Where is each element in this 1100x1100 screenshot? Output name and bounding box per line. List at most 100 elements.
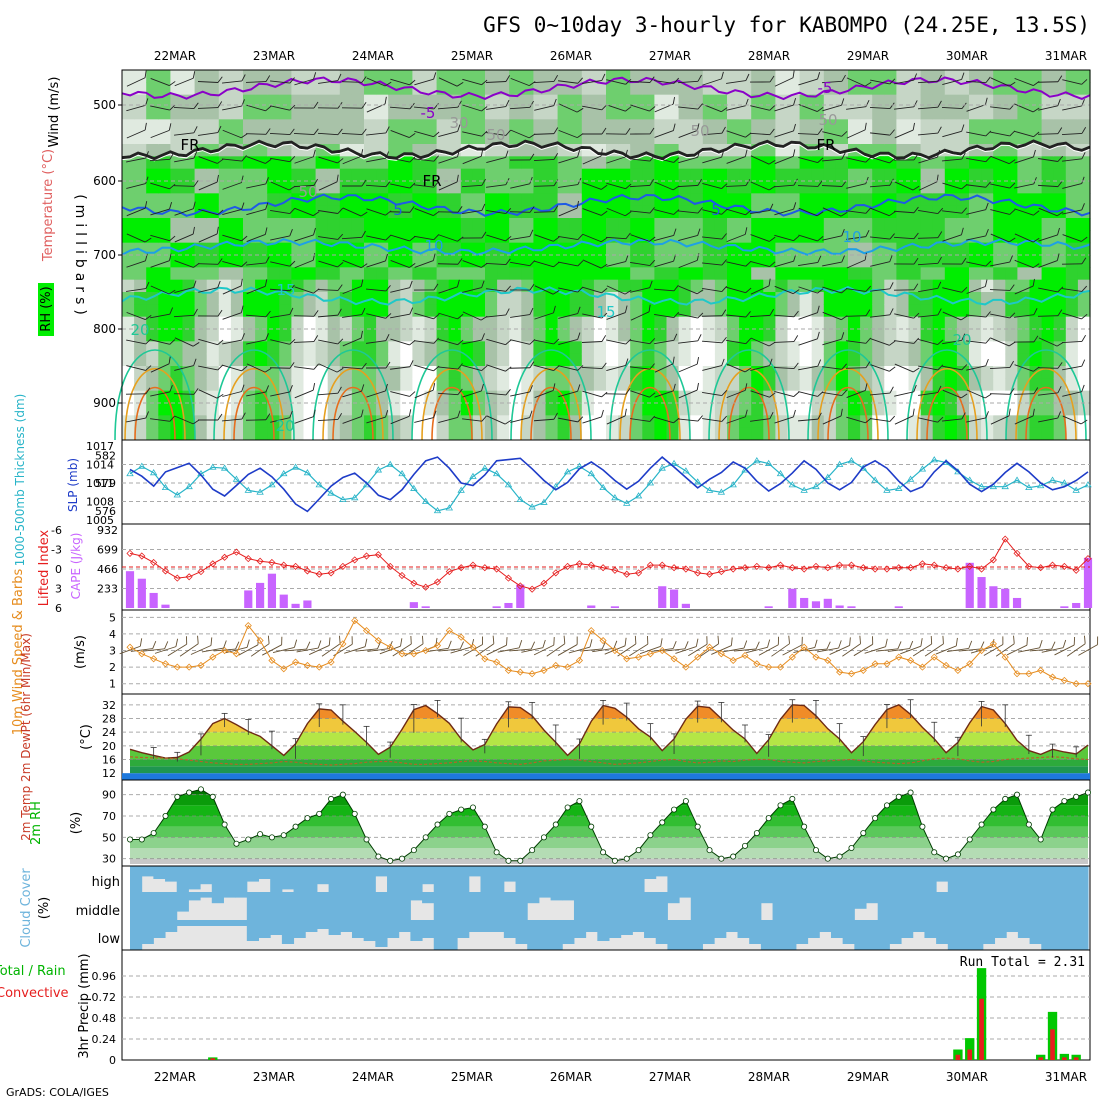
barb-shaft (773, 341, 795, 343)
rh-cell (714, 181, 728, 194)
rh-cell (690, 366, 704, 379)
rh-cell (1041, 156, 1055, 170)
wind-barb (533, 153, 559, 161)
rh-cell (194, 304, 208, 318)
wind-barb (822, 98, 845, 112)
barb-shaft (174, 132, 194, 136)
rh-cell (884, 329, 897, 342)
rh-cell (630, 218, 643, 231)
rh-cell (1029, 205, 1043, 219)
rh-cell (690, 205, 704, 219)
rh-cell (134, 316, 147, 330)
rh-cell (787, 341, 801, 355)
rh-cell (1017, 193, 1031, 207)
rh-marker (954, 851, 961, 858)
barb-flag (144, 237, 152, 243)
rh-cell (593, 279, 607, 293)
rh-marker (540, 834, 547, 841)
rh-cell (654, 378, 668, 392)
rh-cell (400, 230, 413, 244)
barb-shaft (366, 235, 386, 241)
barb-flag (193, 180, 199, 187)
barb-shaft (726, 156, 746, 164)
rh-cell (485, 341, 498, 355)
rh-marker (706, 847, 713, 854)
cape-tick-label: 932 (97, 524, 118, 537)
rh-cell (170, 193, 184, 207)
barb-flag (721, 336, 727, 344)
barb-shaft (294, 366, 314, 370)
rh-cell (969, 119, 982, 133)
rh-cell (956, 292, 970, 305)
barb-shaft (822, 104, 842, 112)
barb-shaft (797, 418, 819, 422)
rh-cell (194, 341, 208, 355)
rh-cell (908, 353, 922, 367)
barb-shaft (414, 78, 434, 86)
rh-cell (448, 292, 462, 305)
wind-barb (341, 102, 367, 109)
barb-flag (361, 384, 365, 392)
barb-flag (817, 331, 820, 339)
rh-cell (702, 94, 716, 108)
rh-cell (739, 205, 752, 219)
rh-cell (642, 131, 655, 145)
rh-cell (799, 181, 813, 194)
barb-shaft (198, 233, 218, 243)
rh-cell (146, 119, 159, 133)
rh-cell (206, 131, 220, 145)
rh-cell (182, 218, 196, 231)
rh-cell (981, 82, 994, 96)
rh-cell (981, 378, 994, 392)
barb-shaft (174, 208, 194, 216)
rh-cell (557, 156, 571, 170)
wind-barb (342, 307, 366, 318)
rh-cell (376, 279, 389, 293)
rh-cell (1053, 329, 1067, 342)
rh-cell (654, 267, 668, 281)
rh-cell (327, 279, 341, 293)
wind-barb (437, 100, 462, 110)
barb-shaft (558, 80, 578, 84)
rh-cell (255, 316, 268, 330)
rh-cell (702, 304, 716, 318)
rh-cell (206, 255, 220, 268)
rh-cell (1077, 230, 1091, 244)
rh-cell (497, 403, 510, 416)
wind-barb (582, 233, 608, 243)
rh-cell (158, 131, 171, 145)
rh-cell (944, 427, 958, 441)
rh-cell (315, 341, 329, 355)
rh-cell (799, 341, 813, 355)
rh-cell (218, 242, 232, 256)
barb-flag (672, 96, 676, 105)
barb-flag (768, 278, 771, 286)
rh-cell (122, 279, 135, 293)
rh-cell (581, 415, 595, 429)
rh-cell (557, 316, 571, 330)
barb-flag (625, 78, 632, 85)
wind-barb (126, 311, 152, 321)
rh-cell (206, 292, 220, 305)
rh-cell (1029, 193, 1043, 207)
wind-barb (606, 254, 629, 267)
rh-cell (436, 353, 450, 367)
rh-cell (376, 242, 389, 256)
rh-cell (581, 119, 595, 133)
rh-cell (993, 107, 1006, 120)
barb-shaft (558, 103, 578, 113)
wind-barb (534, 98, 557, 111)
rh-cell (218, 267, 232, 281)
rh-cell (775, 279, 789, 293)
barb-flag (289, 104, 296, 111)
rh-cell (194, 156, 208, 170)
rh-cell (436, 415, 450, 429)
rh-cell (993, 304, 1006, 318)
rh-cell (1065, 255, 1079, 268)
barb-shaft (222, 182, 242, 190)
barb-shaft (606, 104, 626, 112)
barb-shaft (726, 233, 746, 243)
rh-cell (255, 353, 268, 367)
rh-cell (351, 107, 365, 120)
